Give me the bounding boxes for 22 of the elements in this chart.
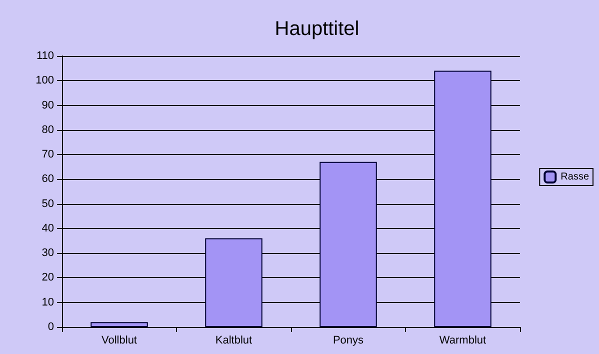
y-tick-label: 40 — [42, 222, 54, 234]
x-tick-label: Vollblut — [102, 334, 137, 346]
y-tick-label: 100 — [36, 74, 54, 87]
x-tick-label: Ponys — [332, 334, 364, 346]
y-tick-label: 30 — [42, 247, 54, 260]
chart-title: Haupttitel — [274, 18, 360, 40]
y-tick-label: 60 — [42, 173, 54, 186]
legend-label: Rasse — [560, 172, 590, 182]
y-tick-label: 90 — [42, 99, 54, 112]
bar — [90, 322, 148, 327]
y-tick-label: 0 — [48, 321, 54, 333]
x-tick-label: Kaltblut — [215, 334, 252, 346]
bar — [320, 162, 377, 327]
y-tick-label: 110 — [36, 50, 54, 62]
bar — [205, 238, 262, 327]
y-tick-label: 80 — [42, 124, 54, 136]
y-tick-label: 70 — [42, 148, 54, 161]
bar — [434, 70, 492, 327]
y-tick-label: 20 — [42, 272, 54, 284]
y-tick-label: 10 — [42, 296, 54, 308]
y-tick-label: 50 — [42, 198, 54, 210]
x-tick-label: Warmblut — [439, 334, 486, 346]
